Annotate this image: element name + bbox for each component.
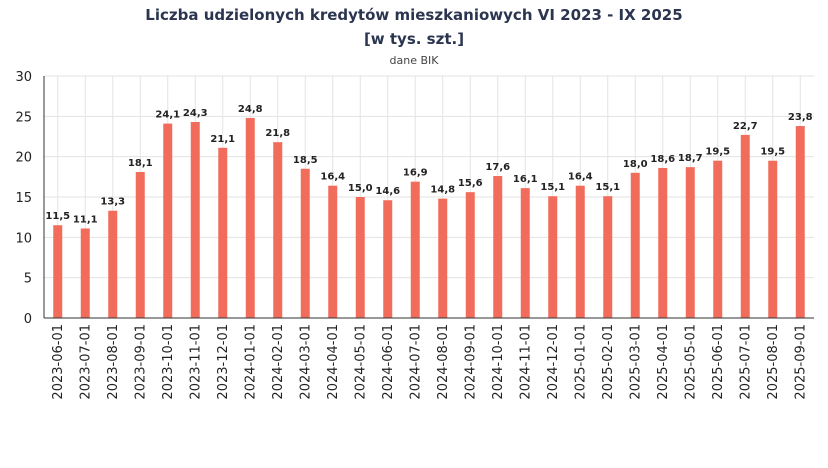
bar [685,167,695,318]
data-label: 18,6 [650,154,675,165]
bar [768,160,778,318]
chart-title: Liczba udzielonych kredytów mieszkaniowy… [145,6,683,24]
bar [465,192,475,318]
data-label: 14,6 [375,186,400,197]
bar [603,196,613,318]
data-label: 23,8 [788,112,813,123]
y-tick-label: 5 [24,272,32,287]
data-label: 24,1 [155,110,180,121]
x-tick-label: 2025-09-01 [793,324,808,400]
bar [548,196,558,318]
data-label: 19,5 [760,147,785,158]
bar [520,188,530,318]
bar [163,123,173,319]
axes: 0 5 10 15 20 25 30 2023-06-01 2023-07-01 2023-08-… [15,70,814,400]
bar [135,171,145,318]
bar [630,172,640,318]
x-tick-label: 2024-06-01 [381,324,396,400]
data-label: 18,5 [293,155,318,166]
y-tick-label: 30 [15,70,32,85]
bar [80,228,90,318]
x-tick-label: 2024-04-01 [326,324,341,400]
data-label: 21,1 [210,134,235,145]
data-label: 18,0 [623,159,648,170]
x-tick-label: 2025-07-01 [738,324,753,400]
bar [438,198,448,318]
bar [575,185,585,318]
x-tick-label: 2025-05-01 [683,324,698,400]
x-tick-label: 2023-07-01 [78,324,93,400]
bar [218,147,228,318]
bar [355,197,365,318]
x-tick-label: 2025-08-01 [766,324,781,400]
x-tick-label: 2024-07-01 [408,324,423,400]
data-label: 11,5 [45,211,70,222]
y-tick-label: 0 [24,312,32,327]
x-tick-label: 2024-03-01 [298,324,313,400]
bar [740,134,750,318]
bar [328,185,338,318]
data-label: 19,5 [705,147,730,158]
data-label: 21,8 [265,128,290,139]
bar [108,210,118,318]
x-tick-label: 2024-11-01 [518,324,533,400]
x-tick-label: 2023-11-01 [188,324,203,400]
x-tick-label: 2025-04-01 [656,324,671,400]
bar [713,160,723,318]
x-tick-label: 2023-09-01 [133,324,148,400]
bar [245,117,255,319]
x-tick-label: 2024-02-01 [271,324,286,400]
data-label: 11,1 [73,214,98,225]
x-tick-label: 2023-06-01 [51,324,66,400]
data-label: 15,0 [348,183,373,194]
data-label: 15,1 [540,182,565,193]
data-label: 24,3 [183,108,208,119]
bar [300,168,310,318]
data-label: 15,6 [458,178,483,189]
x-tick-label: 2025-06-01 [711,324,726,400]
bars [53,117,805,319]
y-tick-label: 20 [15,151,32,166]
bar [795,126,805,318]
x-tick-label: 2024-09-01 [463,324,478,400]
y-tick-label: 25 [15,110,32,125]
chart-subtitle: dane BIK [389,54,439,67]
bar [190,121,200,318]
x-tick-label: 2024-10-01 [491,324,506,400]
data-label: 22,7 [733,121,758,132]
bar [658,167,668,318]
data-label: 18,7 [678,153,703,164]
x-tick-label: 2024-08-01 [436,324,451,400]
data-label: 15,1 [595,182,620,193]
data-label: 16,1 [513,174,538,185]
data-label: 13,3 [100,197,125,208]
data-label: 18,1 [128,158,153,169]
data-label: 16,4 [568,172,593,183]
x-tick-label: 2023-12-01 [216,324,231,400]
y-tick-label: 15 [15,191,32,206]
x-tick-label: 2024-01-01 [243,324,258,400]
x-tick-label: 2024-05-01 [353,324,368,400]
data-label: 24,8 [238,104,263,115]
x-tick-label: 2023-10-01 [161,324,176,400]
chart-title-unit: [w tys. szt.] [363,30,465,48]
x-tick-label: 2024-12-01 [546,324,561,400]
bar [410,181,420,318]
x-tick-label: 2025-03-01 [628,324,643,400]
data-label: 16,4 [320,172,345,183]
bar [53,225,63,318]
data-label: 14,8 [430,185,455,196]
bar [383,200,393,318]
x-tick-label: 2023-08-01 [106,324,121,400]
y-tick-label: 10 [15,231,32,246]
data-label: 17,6 [485,162,510,173]
bar [493,176,503,318]
x-tick-label: 2025-01-01 [573,324,588,400]
bar [273,142,283,318]
x-tick-label: 2025-02-01 [601,324,616,400]
data-labels: 11,5 11,113,3 18,1 24,1 24,3 21,1 24,8 21,8 18,5… [45,104,812,226]
data-label: 16,9 [403,168,428,179]
